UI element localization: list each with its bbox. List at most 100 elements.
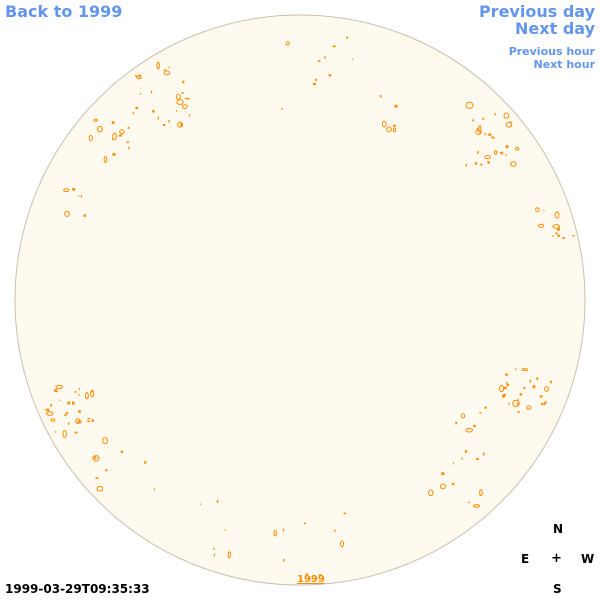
active-region-marker: [428, 489, 434, 497]
active-region-marker: [182, 80, 185, 84]
previous-hour-link[interactable]: Previous hour: [508, 45, 595, 58]
active-region-marker: [45, 408, 47, 411]
active-region-marker: [176, 99, 184, 105]
year-marker-link[interactable]: 1999: [297, 574, 325, 585]
active-region-marker: [476, 458, 479, 460]
active-region-marker: [111, 121, 115, 124]
active-region-marker: [543, 210, 545, 212]
active-region-marker: [47, 408, 50, 412]
active-region-marker: [484, 155, 491, 160]
active-region-marker: [343, 512, 347, 515]
active-region-marker: [92, 455, 100, 462]
active-region-marker: [54, 389, 58, 393]
active-region-marker: [119, 129, 125, 134]
active-region-marker: [118, 134, 122, 137]
active-region-marker: [63, 188, 70, 192]
active-region-marker: [185, 97, 188, 100]
active-region-marker: [91, 419, 94, 422]
active-region-marker: [177, 121, 184, 128]
active-region-marker: [572, 235, 575, 237]
active-region-marker: [515, 147, 520, 151]
active-region-marker: [120, 450, 124, 453]
active-region-marker: [77, 420, 82, 424]
active-region-marker: [552, 224, 561, 229]
active-region-marker: [488, 133, 492, 136]
active-region-marker: [55, 431, 57, 433]
active-region-marker: [78, 195, 80, 197]
active-region-marker: [136, 75, 142, 80]
active-region-marker: [493, 150, 498, 155]
active-region-marker: [85, 392, 89, 400]
active-region-marker: [510, 161, 517, 167]
active-region-marker: [465, 164, 467, 167]
active-region-marker: [552, 235, 554, 237]
active-region-marker: [346, 36, 349, 39]
back-to-year-link[interactable]: Back to 1999: [5, 2, 123, 21]
active-region-marker: [74, 391, 77, 393]
active-region-marker: [102, 437, 109, 445]
active-region-marker: [536, 377, 539, 380]
active-region-marker: [93, 118, 98, 122]
active-region-marker: [54, 389, 56, 392]
active-region-marker: [393, 124, 396, 127]
active-region-marker: [140, 93, 142, 95]
solar-disk: [14, 14, 586, 586]
active-region-marker: [273, 530, 277, 537]
active-region-marker: [68, 422, 70, 425]
active-region-marker: [67, 401, 71, 405]
previous-day-link[interactable]: Previous day: [478, 2, 595, 21]
next-day-link[interactable]: Next day: [515, 19, 595, 38]
active-region-marker: [332, 45, 336, 48]
active-region-marker: [473, 504, 480, 508]
active-region-marker: [144, 461, 147, 464]
active-region-marker: [477, 151, 479, 154]
active-region-marker: [128, 147, 130, 150]
active-region-marker: [473, 425, 477, 427]
active-region-marker: [351, 58, 354, 60]
active-region-marker: [493, 137, 495, 140]
active-region-marker: [464, 450, 467, 453]
active-region-marker: [62, 430, 67, 438]
compass-north-label: N: [553, 522, 564, 536]
active-region-marker: [465, 427, 474, 433]
active-region-marker: [90, 391, 93, 393]
active-region-marker: [505, 145, 508, 149]
compass-east-label: E: [521, 552, 530, 566]
active-region-marker: [523, 387, 526, 389]
active-region-marker: [334, 529, 336, 532]
active-region-marker: [315, 78, 318, 81]
active-region-marker: [127, 126, 130, 129]
active-region-marker: [479, 412, 482, 414]
active-region-marker: [526, 405, 532, 410]
active-region-marker: [562, 237, 565, 239]
active-region-marker: [555, 211, 558, 213]
active-region-marker: [379, 95, 382, 98]
active-region-marker: [312, 83, 316, 86]
active-region-marker: [499, 384, 505, 393]
active-region-marker: [126, 141, 129, 144]
next-hour-link[interactable]: Next hour: [533, 58, 596, 71]
active-region-marker: [472, 119, 474, 122]
active-region-marker: [483, 133, 487, 135]
active-region-marker: [96, 125, 103, 133]
active-region-marker: [152, 109, 155, 113]
active-region-marker: [168, 66, 170, 68]
active-region-marker: [163, 70, 171, 76]
active-region-marker: [521, 368, 529, 372]
active-region-marker: [78, 394, 80, 396]
active-region-marker: [505, 121, 513, 128]
active-region-marker: [157, 116, 159, 120]
active-region-marker: [96, 485, 104, 492]
active-region-marker: [135, 106, 139, 110]
active-region-marker: [50, 418, 56, 422]
active-region-marker: [50, 403, 52, 407]
active-region-marker: [501, 151, 504, 155]
active-region-marker: [199, 503, 201, 505]
active-region-marker: [140, 87, 142, 89]
active-region-marker: [188, 114, 191, 117]
active-region-marker: [506, 384, 510, 387]
active-region-marker: [55, 384, 64, 390]
active-region-marker: [478, 125, 482, 134]
active-region-marker: [517, 411, 520, 413]
active-region-marker: [46, 411, 54, 416]
